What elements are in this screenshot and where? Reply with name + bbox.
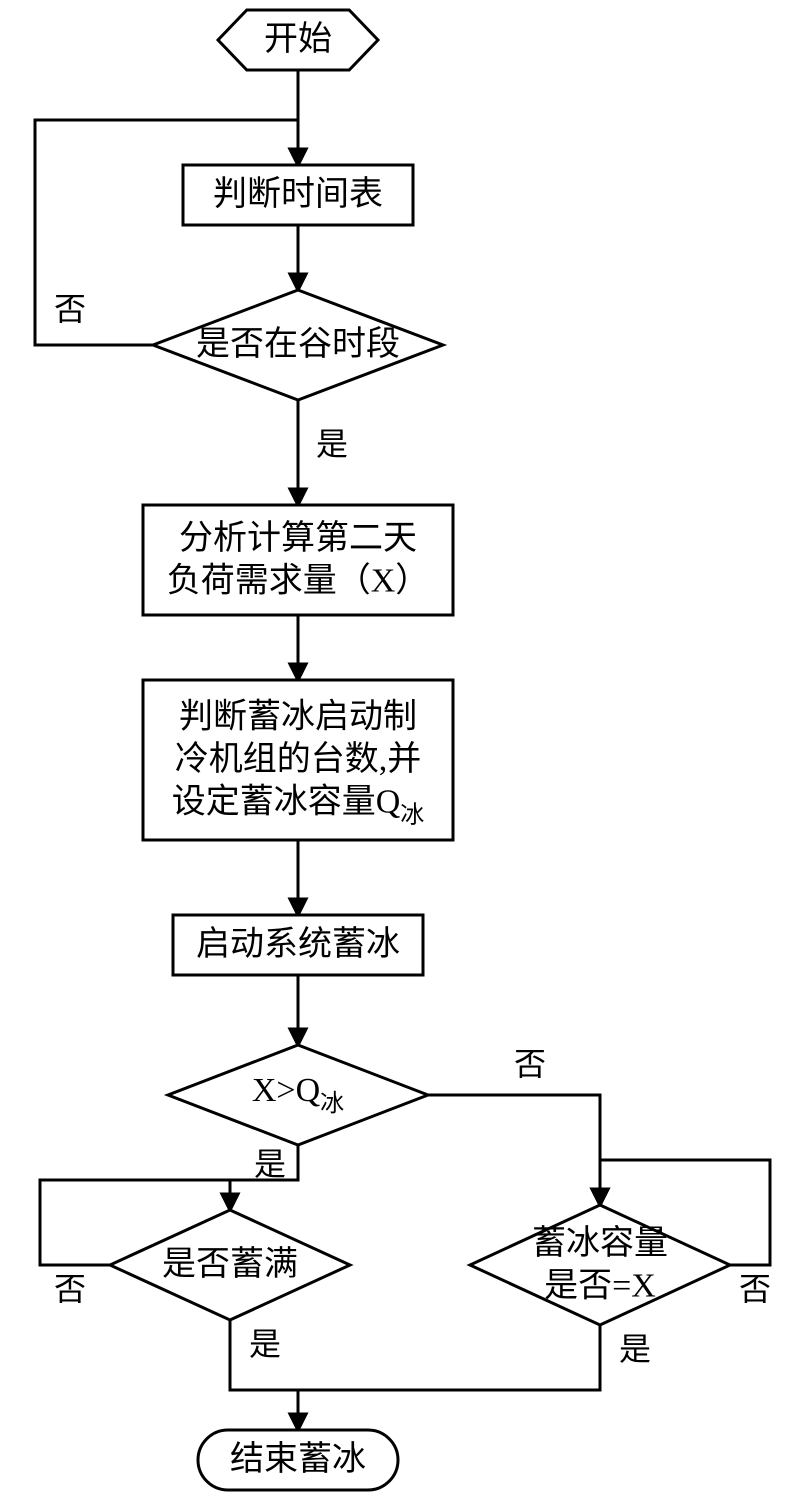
node-text: 冷机组的台数,并 [175, 740, 422, 778]
edge-label: 否 [514, 1046, 546, 1082]
node-text: 开始 [264, 20, 332, 58]
node-text: 是否=X [544, 1267, 656, 1304]
node-text: 分析计算第二天 [179, 519, 417, 557]
node-text: 判断时间表 [213, 175, 383, 213]
flow-edge [298, 1325, 600, 1390]
flow-edge [428, 1095, 600, 1205]
edge-label: 否 [54, 291, 86, 327]
nodes: 开始判断时间表是否在谷时段分析计算第二天负荷需求量（X） 判断蓄冰启动制冷机组的台… [110, 10, 730, 1490]
node-text: 启动系统蓄冰 [196, 925, 400, 963]
node-text: 负荷需求量（X） [167, 561, 430, 599]
edge-label: 否 [54, 1271, 86, 1307]
d_capx-diamond [470, 1205, 730, 1325]
edge-label: 否 [739, 1271, 771, 1307]
node-text: 蓄冰容量 [532, 1224, 668, 1262]
node-text: 是否在谷时段 [196, 325, 400, 363]
node-text: 是否蓄满 [162, 1245, 298, 1283]
edge-label: 是 [249, 1326, 281, 1362]
edge-label: 是 [316, 426, 348, 462]
edge-label: 是 [254, 1146, 286, 1182]
node-text: 结束蓄冰 [230, 1440, 366, 1478]
edge-label: 是 [619, 1331, 651, 1367]
node-text: 判断蓄冰启动制 [179, 698, 417, 736]
